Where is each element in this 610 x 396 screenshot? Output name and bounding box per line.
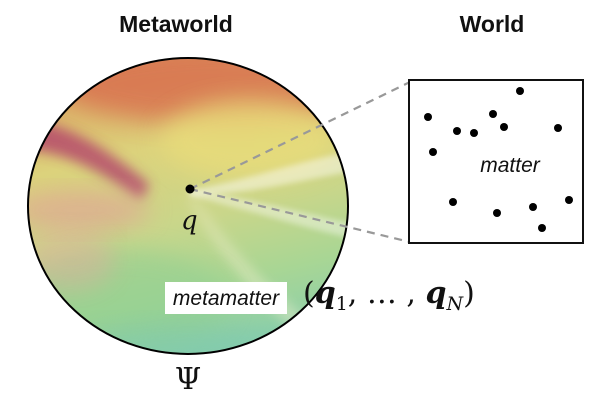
tuple-close: ) (463, 276, 475, 311)
metamatter-tag (165, 282, 287, 314)
tuple-q-last: q (425, 276, 446, 311)
particle (529, 203, 537, 211)
connector-bottom (189, 187, 411, 244)
tuple-sub-last: N (445, 293, 464, 315)
particle (538, 224, 546, 232)
particle (470, 129, 478, 137)
world-box: matter (408, 79, 584, 244)
tuple-q-first: q (315, 276, 336, 311)
psi-label: Ψ (175, 362, 201, 396)
tuple-separator: , … , (348, 276, 426, 311)
tuple-open: ( (303, 276, 315, 311)
point-q (185, 184, 195, 194)
world-heading: World (460, 11, 525, 37)
connector-top (189, 81, 411, 190)
matter-label: matter (480, 154, 541, 177)
particle (565, 196, 573, 204)
particle (453, 127, 461, 135)
particle (493, 209, 501, 217)
metaworld-ellipse (27, 57, 349, 355)
particle (500, 123, 508, 131)
point-q-label: q (181, 206, 198, 236)
particle (424, 113, 432, 121)
particle (489, 110, 497, 118)
metamatter-label: metamatter (173, 287, 280, 310)
metaworld-heading: Metaworld (119, 11, 233, 37)
tuple-sub-first: 1 (336, 293, 348, 315)
particle (449, 198, 457, 206)
particle (516, 87, 524, 95)
configuration-tuple: (q1, … , qN) (303, 276, 475, 315)
matter-particles (424, 87, 573, 232)
particle (429, 148, 437, 156)
particle (554, 124, 562, 132)
